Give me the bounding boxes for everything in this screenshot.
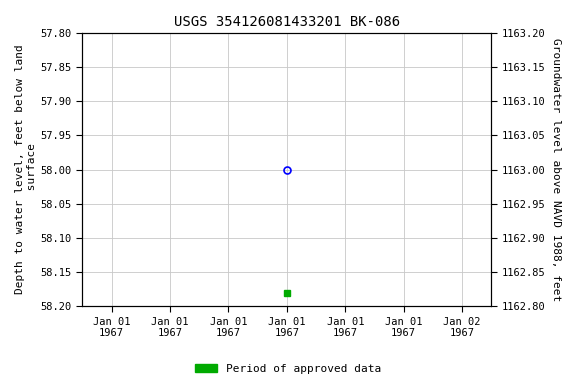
Legend: Period of approved data: Period of approved data	[191, 359, 385, 379]
Title: USGS 354126081433201 BK-086: USGS 354126081433201 BK-086	[174, 15, 400, 29]
Y-axis label: Depth to water level, feet below land
 surface: Depth to water level, feet below land su…	[15, 45, 37, 295]
Y-axis label: Groundwater level above NAVD 1988, feet: Groundwater level above NAVD 1988, feet	[551, 38, 561, 301]
